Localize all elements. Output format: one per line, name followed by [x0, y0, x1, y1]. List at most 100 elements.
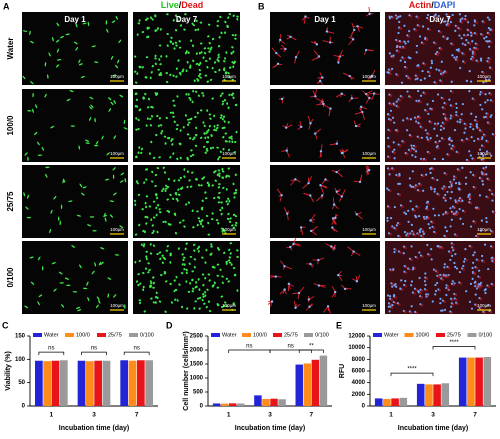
nucleus — [442, 213, 445, 216]
cell — [231, 34, 235, 37]
nucleus — [386, 294, 390, 297]
nucleus — [368, 12, 371, 16]
cell — [221, 100, 225, 103]
actin — [446, 24, 450, 28]
panel-label: E — [336, 320, 342, 330]
cell — [198, 51, 201, 55]
cell — [232, 65, 235, 69]
cell — [220, 227, 224, 230]
nucleus — [368, 96, 371, 100]
cell — [146, 216, 149, 219]
actin — [444, 235, 448, 239]
cell — [197, 74, 201, 77]
nucleus — [427, 223, 430, 226]
actin — [443, 300, 446, 304]
y-tick-label: 500 — [193, 390, 204, 396]
cell — [138, 65, 141, 69]
cell — [227, 72, 230, 75]
cell — [182, 68, 185, 71]
nucleus — [459, 217, 462, 220]
actin — [413, 267, 417, 270]
actin — [491, 230, 495, 234]
cell — [159, 72, 162, 75]
cell — [71, 245, 76, 248]
title-part: / — [431, 0, 434, 10]
nucleus — [411, 170, 414, 173]
cell — [56, 48, 59, 53]
cell — [195, 280, 198, 284]
actin — [448, 17, 452, 21]
nucleus — [340, 92, 343, 95]
nucleus — [434, 293, 437, 296]
cell — [112, 167, 116, 171]
cell — [145, 222, 148, 225]
image-bg — [270, 241, 380, 314]
micrograph: 100μm — [385, 12, 495, 85]
cell — [165, 249, 169, 252]
actin — [351, 22, 355, 31]
actin — [493, 133, 496, 137]
cell — [210, 134, 213, 137]
cell — [146, 117, 149, 120]
cell — [167, 210, 171, 214]
panel-title: Actin/DAPI — [409, 0, 456, 10]
nucleus — [309, 194, 312, 197]
cell — [210, 218, 214, 221]
cell — [78, 145, 81, 150]
actin — [309, 195, 314, 203]
actin — [320, 184, 328, 189]
significance-label: ns — [287, 344, 293, 350]
nucleus — [294, 178, 297, 181]
micrograph: 100μm — [385, 165, 496, 239]
nucleus — [481, 254, 484, 258]
cell — [196, 111, 199, 115]
cell — [145, 250, 148, 253]
nucleus — [469, 171, 472, 174]
nucleus — [469, 282, 473, 285]
actin — [449, 186, 452, 190]
nucleus — [424, 272, 427, 275]
cell — [213, 281, 216, 284]
cell — [198, 288, 201, 291]
title-part: Live — [161, 0, 179, 10]
cell — [119, 94, 124, 98]
cell — [199, 222, 202, 226]
cell — [205, 305, 208, 309]
actin — [469, 245, 473, 249]
cell — [233, 60, 237, 63]
cell — [185, 242, 188, 245]
x-tick-label: 3 — [431, 412, 435, 419]
actin — [390, 306, 394, 309]
column-label: Day 1 — [64, 15, 86, 24]
actin — [410, 311, 413, 314]
cell — [150, 105, 153, 109]
nucleus — [457, 48, 460, 51]
actin — [431, 167, 435, 171]
nucleus — [448, 98, 451, 101]
cell — [218, 172, 221, 175]
cell — [152, 244, 156, 247]
cell — [216, 24, 219, 27]
cell — [195, 52, 198, 55]
cell — [201, 225, 204, 228]
nucleus — [393, 250, 396, 254]
nucleus — [459, 66, 462, 70]
cell — [156, 114, 159, 118]
nucleus — [436, 245, 439, 248]
actin — [447, 153, 451, 157]
cell — [157, 68, 161, 71]
nucleus — [313, 132, 317, 135]
panel-label: C — [2, 320, 9, 330]
actin — [482, 21, 486, 24]
nucleus — [422, 232, 425, 235]
cell — [163, 272, 167, 275]
nucleus — [284, 47, 287, 51]
actin — [483, 311, 487, 315]
cell — [154, 133, 158, 137]
cell — [53, 288, 57, 292]
bar — [34, 360, 43, 406]
cell — [167, 177, 170, 181]
cell — [192, 24, 196, 27]
cell — [87, 296, 90, 302]
nucleus — [468, 90, 471, 93]
